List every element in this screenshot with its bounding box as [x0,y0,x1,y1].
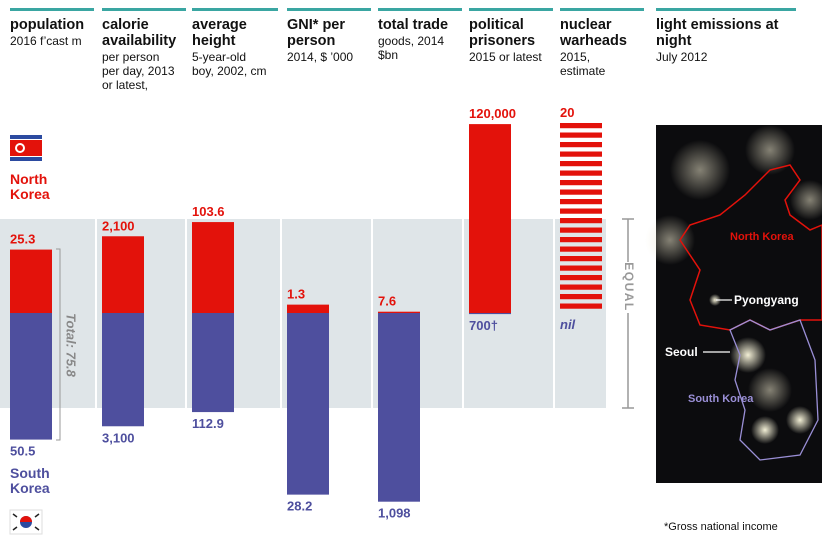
bar-north [102,236,144,313]
value-label-south: 3,100 [102,430,135,445]
column-title: GNI* per person [287,17,346,49]
column-title: average height [192,17,247,49]
column-header: average height 5-year-old boy, 2002, cm [192,8,278,78]
bar-north [378,311,420,313]
column-header: total trade goods, 2014 $bn [378,8,462,62]
bar-south [378,313,420,502]
map-label: South Korea [688,393,754,405]
warhead-stripe [560,218,602,224]
column-title: calorie availability [102,17,177,49]
warhead-stripe [560,151,602,157]
warhead-stripe [560,265,602,271]
warhead-stripe [560,237,602,243]
footnote: *Gross national income [664,521,778,533]
warhead-stripe [560,294,602,300]
map-title: light emissions at night [656,17,779,49]
series-name: South Korea [10,465,50,496]
warhead-stripe [560,227,602,233]
column-subtitle: 2014, $ ’000 [287,50,354,64]
warhead-stripe [560,246,602,252]
value-label-south: 1,098 [378,506,411,521]
column-header: GNI* per person 2014, $ ’000 [287,8,371,64]
warhead-stripe [560,180,602,186]
value-label-south: 50.5 [10,444,35,459]
bar-north [469,124,511,314]
series-name: North Korea [10,171,50,202]
warhead-stripe [560,303,602,309]
map-header: light emissions at night July 2012 [656,8,796,64]
column-header: calorie availability per person per day, … [102,8,186,92]
column-subtitle: per person per day, 2013 or latest, [102,50,175,92]
total-label: Total: 75.8 [64,313,79,378]
value-label-north: 103.6 [192,204,225,219]
column-separators [95,219,555,408]
column-subtitle: 2016 f’cast m [10,34,82,48]
warhead-stripe [560,199,602,205]
bar-south [287,313,329,495]
warhead-stripe [560,275,602,281]
map-label: Pyongyang [734,293,799,307]
bar-south [10,313,52,440]
column-title: nuclear warheads [560,17,627,49]
column-subtitle: goods, 2014 $bn [378,34,445,62]
bar-north [192,222,234,313]
value-label-south: nil [560,317,576,332]
value-label-north: 1.3 [287,287,305,302]
equal-bracket [622,218,634,409]
column-header: political prisoners 2015 or latest [469,8,553,64]
warhead-stripe [560,284,602,290]
column-subtitle: 5-year-old boy, 2002, cm [192,50,267,78]
map-label: North Korea [730,231,794,243]
column-subtitle: 2015, estimate [560,50,606,78]
bar-north [287,304,329,313]
value-label-north: 120,000 [469,106,516,121]
value-label-south: 700† [469,318,498,333]
column-subtitle: 2015 or latest [469,50,542,64]
warhead-stripe [560,208,602,214]
night-map: North Korea Pyongyang Seoul South Korea [645,125,822,483]
warhead-stripe [560,170,602,176]
value-label-north: 7.6 [378,294,396,309]
warhead-stripe [560,123,602,129]
bar-south [102,313,144,427]
bar-north [10,249,52,313]
column-header: nuclear warheads 2015, estimate [560,8,644,78]
total-bracket [56,248,61,441]
warhead-stripe [560,142,602,148]
column-title: population [10,17,85,33]
warhead-stripe [560,256,602,262]
north-korea-flag [10,135,42,161]
equal-label: EQUAL [622,262,636,312]
value-label-south: 112.9 [192,416,224,431]
column-header: population 2016 f’cast m [10,8,94,48]
value-label-north: 25.3 [10,232,35,247]
warhead-stripe [560,161,602,167]
map-subtitle: July 2012 [656,50,708,64]
bar-south [469,313,511,315]
bar-south [192,313,234,413]
column-title: political prisoners [469,17,536,49]
value-label-north: 20 [560,105,574,120]
value-label-south: 28.2 [287,499,312,514]
warhead-stripe [560,132,602,138]
south-korea-flag [9,509,43,535]
column-title: total trade [378,17,449,33]
value-label-north: 2,100 [102,218,135,233]
warhead-stripe [560,189,602,195]
map-label: Seoul [665,345,698,359]
